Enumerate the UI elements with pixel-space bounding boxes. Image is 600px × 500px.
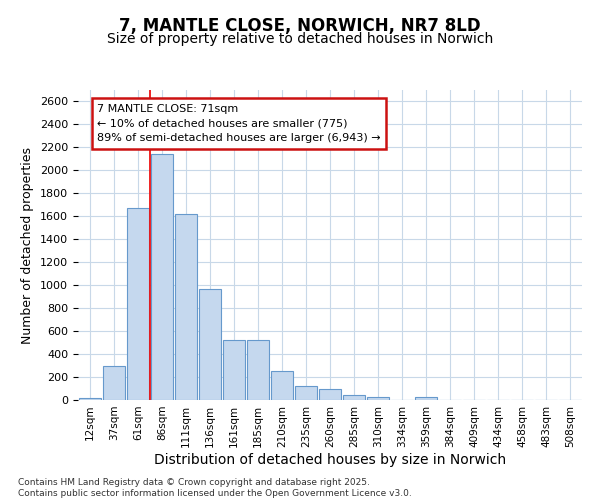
Text: 7, MANTLE CLOSE, NORWICH, NR7 8LD: 7, MANTLE CLOSE, NORWICH, NR7 8LD (119, 18, 481, 36)
Bar (343, 396, 365, 400)
Bar (271, 372, 293, 400)
Bar (415, 396, 437, 400)
Bar (223, 340, 245, 400)
Bar (319, 388, 341, 400)
Y-axis label: Number of detached properties: Number of detached properties (22, 146, 34, 344)
Bar (103, 366, 125, 400)
Bar (127, 208, 149, 400)
Bar (367, 396, 389, 400)
Bar (247, 340, 269, 400)
Bar (151, 154, 173, 400)
Text: 7 MANTLE CLOSE: 71sqm
← 10% of detached houses are smaller (775)
89% of semi-det: 7 MANTLE CLOSE: 71sqm ← 10% of detached … (97, 104, 381, 144)
Text: Size of property relative to detached houses in Norwich: Size of property relative to detached ho… (107, 32, 493, 46)
Bar (79, 398, 101, 400)
Text: Contains HM Land Registry data © Crown copyright and database right 2025.
Contai: Contains HM Land Registry data © Crown c… (18, 478, 412, 498)
Bar (199, 288, 221, 400)
Bar (175, 214, 197, 400)
X-axis label: Distribution of detached houses by size in Norwich: Distribution of detached houses by size … (154, 452, 506, 466)
Bar (295, 386, 317, 400)
